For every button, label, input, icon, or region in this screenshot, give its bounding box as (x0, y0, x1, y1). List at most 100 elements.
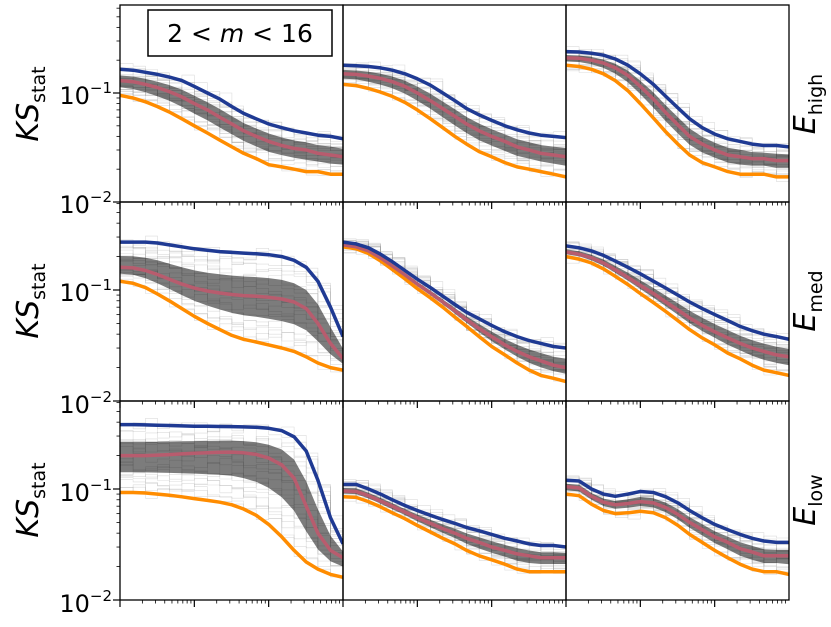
panel-plot-area (120, 63, 343, 176)
y-axis-labels: KSstat KSstat KSstat (11, 66, 50, 537)
realization-line (566, 52, 789, 155)
realization-line (120, 93, 343, 176)
realization-line (120, 484, 343, 578)
series-line-lower (566, 63, 789, 179)
panel-r2c0 (113, 400, 344, 607)
realization-line (120, 433, 343, 557)
row-label-med: Emed (788, 270, 827, 331)
series-line-lower (566, 254, 789, 378)
series-line-lower (343, 82, 566, 179)
panel-frame (342, 4, 567, 203)
annotation-box (147, 9, 333, 57)
realization-line (120, 89, 343, 173)
x-ticks (119, 401, 340, 408)
series-line-median (343, 489, 566, 560)
row-labels: Ehigh Emed Elow (788, 74, 827, 526)
series-line-median (120, 265, 343, 360)
y-ticks (113, 7, 120, 203)
series-line-upper (120, 67, 343, 141)
density-band (566, 249, 789, 366)
panel-r2c1 (342, 400, 567, 607)
series-line-upper (120, 240, 343, 338)
panel-plot-area (343, 238, 566, 384)
x-ticks (342, 202, 563, 209)
series-line-median (343, 243, 566, 370)
realization-line (120, 482, 343, 581)
realization-line (120, 89, 343, 167)
y-tick-labels: 10−1 10−2 10−1 10−2 10−1 10−2 (59, 79, 112, 618)
realization-line (120, 243, 343, 346)
panel-plot-area (120, 418, 343, 581)
realization-line (566, 69, 789, 178)
panel-plot-area (566, 46, 789, 182)
realization-line (343, 247, 566, 354)
density-band (120, 75, 343, 165)
realization-line (343, 68, 566, 153)
realization-line (120, 273, 343, 361)
panel-r0c0 (113, 4, 344, 209)
y-ticks (113, 203, 120, 402)
x-ticks (565, 202, 786, 209)
x-ticks (119, 600, 340, 607)
realization-line (566, 46, 789, 150)
ylabel-row0: KSstat (11, 66, 50, 141)
series-line-upper (120, 422, 343, 545)
x-ticks (342, 401, 563, 408)
series-line-median (120, 450, 343, 560)
panel-plot-area (566, 241, 789, 378)
realization-line (566, 252, 789, 376)
panel-plot-area (343, 61, 566, 179)
panel-r2c2 (565, 400, 790, 607)
ytick-label-row1-1: 10−1 (59, 276, 112, 307)
ylabel-row1: KSstat (11, 263, 50, 338)
realization-line (343, 244, 566, 355)
series-line-lower (120, 490, 343, 580)
panel-frame (565, 400, 790, 601)
realization-line (120, 272, 343, 365)
realization-line (120, 239, 343, 337)
realization-line (566, 490, 789, 576)
x-ticks (342, 600, 563, 607)
realization-line (120, 477, 343, 578)
realization-line (343, 61, 566, 145)
x-ticks (565, 401, 786, 408)
realization-line (120, 430, 343, 549)
series-line-upper (566, 478, 789, 545)
realization-line (120, 74, 343, 145)
series-line-lower (566, 492, 789, 577)
density-band (343, 488, 566, 564)
ylabel-row2: KSstat (11, 462, 50, 537)
row-label-high: Ehigh (788, 74, 827, 134)
realization-line (120, 274, 343, 361)
series-line-lower (343, 245, 566, 384)
realization-line (343, 78, 566, 178)
series-line-lower (120, 93, 343, 176)
series-line-upper (566, 49, 789, 149)
realization-line (120, 426, 343, 547)
panel-plot-area (120, 235, 343, 375)
series-line-upper (566, 244, 789, 342)
series-line-median (566, 250, 789, 359)
panel-r1c1 (342, 201, 567, 408)
panel-plot-area (566, 475, 789, 577)
series-line-median (120, 78, 343, 159)
series-line-median (566, 56, 789, 163)
ytick-label-row0-2: 10−2 (59, 188, 112, 219)
series-line-lower (343, 495, 566, 574)
realization-line (120, 474, 343, 570)
realization-line (566, 246, 789, 351)
y-ticks (113, 402, 120, 601)
series-line-median (343, 72, 566, 159)
realization-line (120, 475, 343, 572)
realization-line (343, 479, 566, 552)
ytick-label-row1-2: 10−2 (59, 388, 112, 419)
range-annotation: 2 < m < 16 (147, 9, 333, 57)
series-line-upper (343, 482, 566, 549)
density-band (566, 55, 789, 168)
realization-line (343, 64, 566, 142)
panels-layer (113, 4, 790, 607)
realization-line (566, 490, 789, 575)
realization-line (566, 64, 789, 182)
ytick-label-row2-2: 10−2 (59, 587, 112, 618)
